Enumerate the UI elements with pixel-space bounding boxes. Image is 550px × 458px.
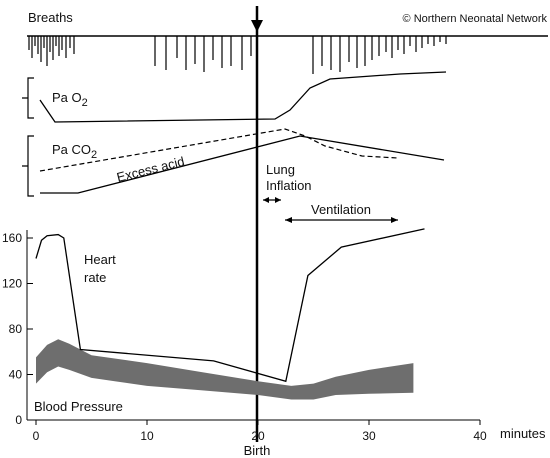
excess-acid-curve — [40, 135, 445, 194]
pao2-bracket — [22, 77, 34, 119]
x-tick-label: 20 — [251, 429, 265, 443]
breath-ticks — [28, 36, 447, 74]
y-tick-label: 0 — [15, 413, 22, 427]
ventilation-arrow-left-icon — [285, 217, 292, 223]
breaths-label: Breaths — [28, 10, 73, 25]
y-ticks: 0 40 80 120 160 — [2, 231, 33, 427]
excess-acid-label: Excess acid — [115, 154, 186, 185]
x-ticks: 0 10 20 30 40 — [33, 420, 487, 443]
x-tick-label: 30 — [362, 429, 376, 443]
paco2-curve — [39, 128, 399, 172]
ventilation-arrow-right-icon — [391, 217, 398, 223]
paco2-bracket — [22, 135, 34, 197]
paco2-label: Pa CO2 — [52, 142, 97, 161]
copyright-text: © Northern Neonatal Network — [403, 13, 548, 25]
heart-rate-label-line2: rate — [84, 270, 106, 285]
pao2-label: Pa O2 — [52, 90, 88, 109]
y-tick-label: 40 — [9, 368, 23, 382]
blood-pressure-band — [36, 339, 414, 400]
heart-rate-line — [35, 228, 425, 383]
birth-arrow-icon — [251, 20, 263, 32]
y-tick-label: 80 — [9, 322, 23, 336]
pao2-curve — [39, 71, 447, 123]
x-tick-label: 10 — [140, 429, 154, 443]
lung-inflation-label-line1: Lung — [266, 162, 295, 177]
lung-inflation-arrow-left-icon — [263, 197, 269, 203]
y-tick-label: 160 — [2, 231, 22, 245]
y-tick-label: 120 — [2, 277, 22, 291]
blood-pressure-label: Blood Pressure — [34, 399, 123, 414]
heart-rate-label-line1: Heart — [84, 252, 116, 267]
birth-label: Birth — [244, 443, 271, 458]
x-tick-label: 0 — [33, 429, 40, 443]
x-axis-unit-label: minutes — [500, 426, 546, 441]
ventilation-label: Ventilation — [311, 202, 371, 217]
lung-inflation-arrow-right-icon — [275, 197, 281, 203]
lung-inflation-label-line2: Inflation — [266, 178, 312, 193]
x-tick-label: 40 — [473, 429, 487, 443]
